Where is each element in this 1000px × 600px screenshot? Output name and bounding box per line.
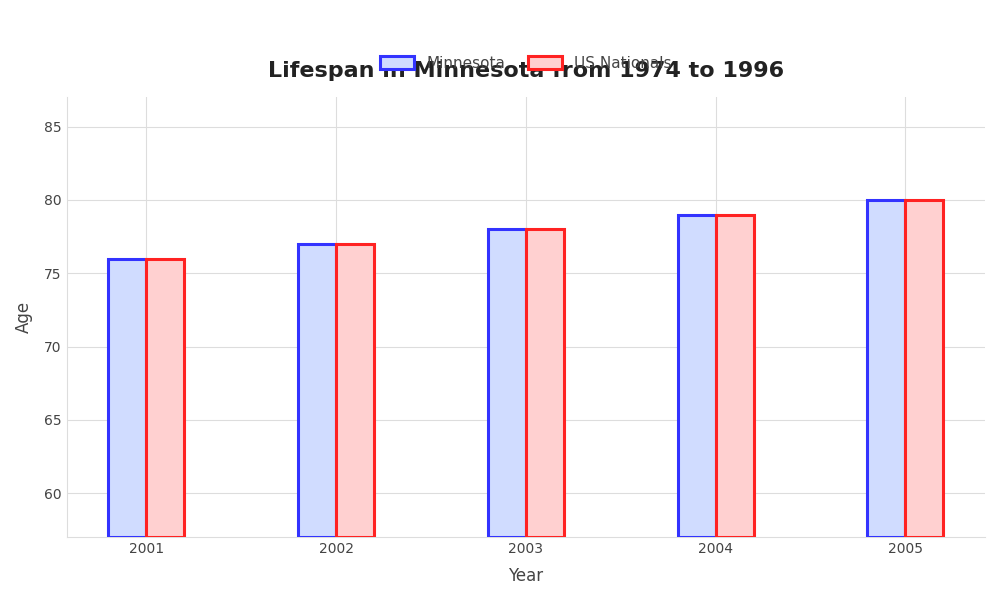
Bar: [336, 244, 374, 537]
Title: Lifespan in Minnesota from 1974 to 1996: Lifespan in Minnesota from 1974 to 1996: [268, 61, 784, 80]
Bar: [678, 215, 716, 537]
Bar: [716, 215, 754, 537]
Bar: [867, 200, 905, 537]
Bar: [526, 229, 564, 537]
Bar: [905, 200, 943, 537]
Legend: Minnesota, US Nationals: Minnesota, US Nationals: [373, 48, 679, 78]
Y-axis label: Age: Age: [15, 301, 33, 333]
Bar: [146, 259, 184, 537]
Bar: [108, 259, 146, 537]
Bar: [488, 229, 526, 537]
Bar: [298, 244, 336, 537]
X-axis label: Year: Year: [508, 567, 543, 585]
